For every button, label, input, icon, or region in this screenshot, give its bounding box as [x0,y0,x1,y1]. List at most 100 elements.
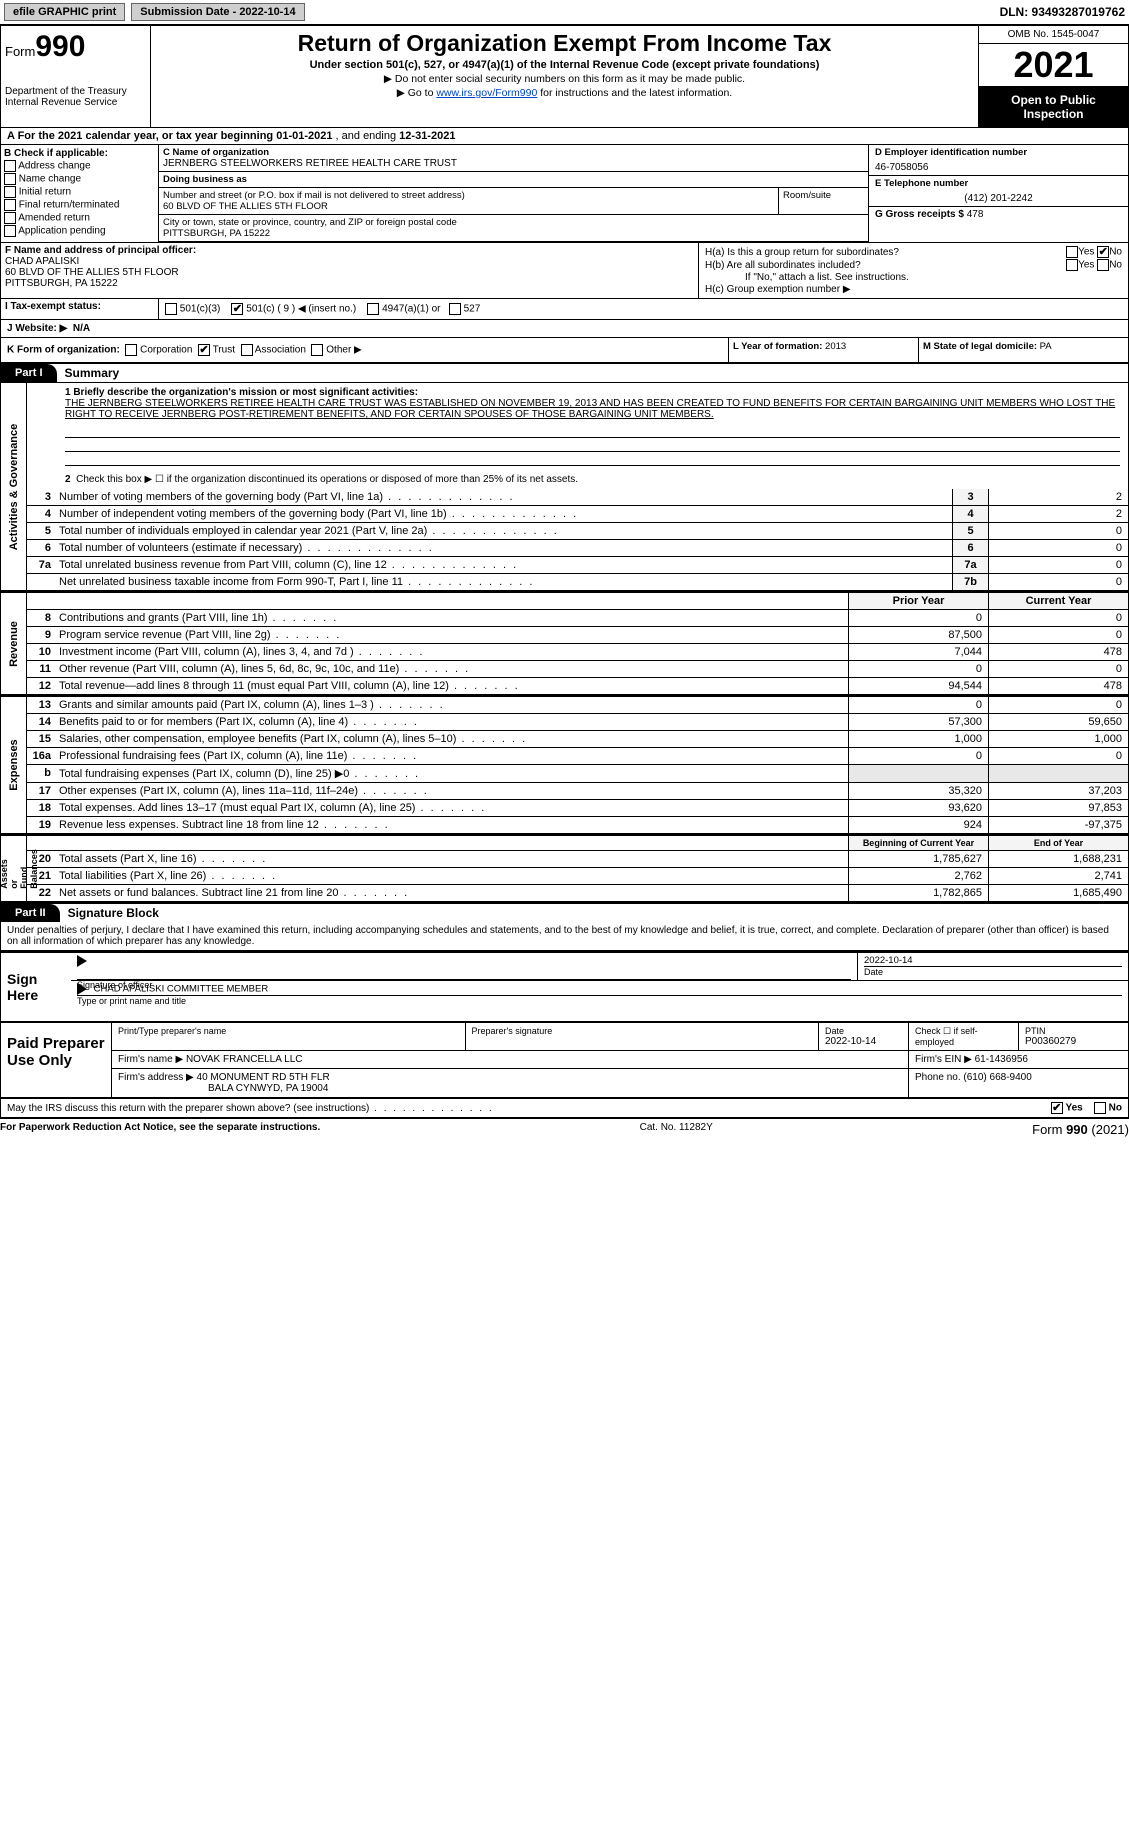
officer-date-value: 2022-10-14 [864,955,1122,966]
dba-box: Doing business as [159,172,868,188]
submission-date-button[interactable]: Submission Date - 2022-10-14 [131,3,304,21]
city-box: City or town, state or province, country… [159,215,868,241]
perjury-declaration: Under penalties of perjury, I declare th… [1,922,1128,951]
discuss-label: May the IRS discuss this return with the… [7,1103,494,1114]
dba-label: Doing business as [163,174,864,185]
part-i-tab: Part I [1,364,57,382]
year-formation-label: L Year of formation: [733,341,822,352]
block-bcd: B Check if applicable: Address change Na… [1,145,1128,243]
officer-label: F Name and address of principal officer: [5,245,196,256]
col-f-officer: F Name and address of principal officer:… [1,243,698,298]
hb-no-check[interactable] [1097,259,1109,271]
form-org-label: K Form of organization: [7,345,120,356]
efile-graphic-label: efile GRAPHIC print [4,3,125,21]
goto-suffix: for instructions and the latest informat… [537,87,732,99]
officer-signature-field[interactable]: Signature of officer [71,953,857,980]
summary-line: bTotal fundraising expenses (Part IX, co… [27,765,1128,783]
check-final-return[interactable]: Final return/terminated [4,199,155,211]
part-ii-tab: Part II [1,904,60,922]
summary-line: 12Total revenue—add lines 8 through 11 (… [27,678,1128,694]
activities-governance-block: Activities & Governance 1 Briefly descri… [1,382,1128,592]
state-domicile-value: PA [1040,341,1052,352]
form-word: Form [5,44,35,59]
block-i: I Tax-exempt status: 501(c)(3) 501(c) ( … [1,299,1128,320]
irs-link[interactable]: www.irs.gov/Form990 [436,87,537,99]
officer-name: CHAD APALISKI [5,256,79,267]
check-4947[interactable] [367,303,379,315]
summary-line: 5Total number of individuals employed in… [27,523,1128,540]
summary-line: 3Number of voting members of the governi… [27,489,1128,506]
open-to-public-badge: Open to Public Inspection [979,87,1128,127]
dept-treasury-label: Department of the Treasury Internal Reve… [5,86,146,108]
summary-line: 10Investment income (Part VIII, column (… [27,644,1128,661]
officer-name-field: CHAD APALISKI COMMITTEE MEMBER Type or p… [71,981,1128,1008]
ptin-field: PTIN P00360279 [1018,1023,1128,1050]
row-k-form-org: K Form of organization: Corporation Trus… [1,338,728,362]
ha-yes-check[interactable] [1066,246,1078,258]
line-1-text: THE JERNBERG STEELWORKERS RETIREE HEALTH… [65,398,1115,420]
efile-topbar: efile GRAPHIC print Submission Date - 20… [0,0,1129,25]
officer-addr1: 60 BLVD OF THE ALLIES 5TH FLOOR [5,267,179,278]
discuss-yes-check[interactable] [1051,1102,1063,1114]
discuss-no-check[interactable] [1094,1102,1106,1114]
street-box: Number and street (or P.O. box if mail i… [159,188,778,215]
summary-line: 19Revenue less expenses. Subtract line 1… [27,817,1128,833]
check-corp[interactable] [125,344,137,356]
begin-year-header: Beginning of Current Year [848,836,988,850]
summary-line: 4Number of independent voting members of… [27,506,1128,523]
firm-phone-field: Phone no. (610) 668-9400 [908,1069,1128,1097]
summary-line: 9Program service revenue (Part VIII, lin… [27,627,1128,644]
summary-line: 21Total liabilities (Part X, line 26)2,7… [27,868,1128,885]
vlabel-expenses: Expenses [1,697,27,833]
form-note-ssn: ▶ Do not enter social security numbers o… [159,73,970,85]
check-other[interactable] [311,344,323,356]
row-a-begin: 01-01-2021 [276,130,332,142]
row-i-label-box: I Tax-exempt status: [1,299,159,319]
phone-value: (412) 201-2242 [875,193,1122,204]
end-year-header: End of Year [988,836,1128,850]
check-trust[interactable] [198,344,210,356]
website-value: N/A [73,323,90,334]
summary-line: 15Salaries, other compensation, employee… [27,731,1128,748]
firm-addr1: 40 MONUMENT RD 5TH FLR [197,1072,330,1083]
vlabel-net-assets: Net Assets or Fund Balances [1,836,27,901]
preparer-name-field: Print/Type preparer's name [111,1023,465,1050]
check-501c3[interactable] [165,303,177,315]
year-formation-value: 2013 [825,341,846,352]
preparer-signature-field[interactable]: Preparer's signature [465,1023,819,1050]
row-a-period: A For the 2021 calendar year, or tax yea… [1,128,1128,145]
hb-yes-check[interactable] [1066,259,1078,271]
current-year-header: Current Year [988,593,1128,609]
check-address-change[interactable]: Address change [4,160,155,172]
check-amended-return[interactable]: Amended return [4,212,155,224]
check-527[interactable] [449,303,461,315]
check-initial-return[interactable]: Initial return [4,186,155,198]
tax-exempt-label: I Tax-exempt status: [5,301,101,312]
form-number-box: Form990 Department of the Treasury Inter… [1,26,151,127]
firm-ein-field: Firm's EIN ▶ 61-1436956 [908,1051,1128,1068]
vlabel-governance: Activities & Governance [1,383,27,590]
col-h-group: H(a) Is this a group return for subordin… [698,243,1128,298]
form-subtitle: Under section 501(c), 527, or 4947(a)(1)… [159,59,970,71]
row-j-website: J Website: ▶ N/A [1,320,1128,338]
street-label: Number and street (or P.O. box if mail i… [163,190,774,201]
ha-no-check[interactable] [1097,246,1109,258]
city-value: PITTSBURGH, PA 15222 [163,228,864,239]
check-application-pending[interactable]: Application pending [4,225,155,237]
dln-label: DLN: 93493287019762 [1000,5,1125,19]
col-d-ids: D Employer identification number 46-7058… [868,145,1128,242]
gross-value: 478 [967,209,984,220]
check-501c[interactable] [231,303,243,315]
omb-number: OMB No. 1545-0047 [979,26,1128,44]
row-m-state: M State of legal domicile: PA [918,338,1128,362]
part-ii-title: Signature Block [60,906,159,920]
check-assoc[interactable] [241,344,253,356]
check-name-change[interactable]: Name change [4,173,155,185]
form-note-link: ▶ Go to www.irs.gov/Form990 for instruct… [159,87,970,99]
sign-here-block: Sign Here Signature of officer 2022-10-1… [1,951,1128,1021]
org-name-box: C Name of organization JERNBERG STEELWOR… [159,145,868,172]
self-employed-check[interactable]: Check ☐ if self-employed [908,1023,1018,1050]
summary-line: 20Total assets (Part X, line 16)1,785,62… [27,851,1128,868]
goto-prefix: ▶ Go to [397,87,437,99]
ha-label: H(a) Is this a group return for subordin… [705,247,899,258]
